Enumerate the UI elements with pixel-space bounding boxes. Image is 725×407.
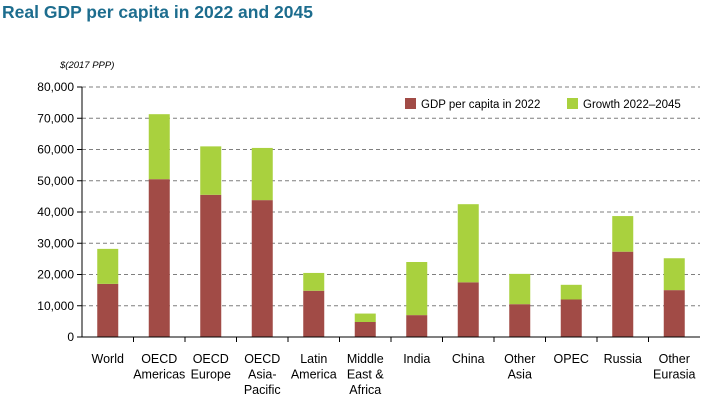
x-category-label: OPEC bbox=[554, 352, 589, 366]
x-category-label: India bbox=[403, 352, 430, 366]
x-category-label: Russia bbox=[604, 352, 642, 366]
y-tick-label: 50,000 bbox=[37, 174, 74, 188]
y-tick-label: 0 bbox=[67, 330, 74, 344]
y-tick-label: 40,000 bbox=[37, 205, 74, 219]
bar-growth-0 bbox=[97, 248, 119, 284]
x-category-label: China bbox=[452, 352, 485, 366]
bar-growth-4 bbox=[303, 272, 325, 291]
y-tick-label: 80,000 bbox=[37, 80, 74, 94]
legend-swatch-growth bbox=[567, 98, 578, 109]
axes: 0 10,000 20,000 30,000 40,000 50,000 60,000 70,… bbox=[37, 80, 700, 397]
y-tick-label: 10,000 bbox=[37, 299, 74, 313]
y-tick-label: 70,000 bbox=[37, 111, 74, 125]
bar-gdp-2022-4 bbox=[303, 290, 325, 337]
bar-growth-5 bbox=[354, 313, 376, 322]
bar-gdp-2022-6 bbox=[406, 315, 428, 337]
bar-gdp-2022-3 bbox=[251, 200, 273, 337]
y-tick-label: 20,000 bbox=[37, 268, 74, 282]
bar-growth-2 bbox=[200, 146, 222, 195]
legend-label-growth: Growth 2022–2045 bbox=[583, 99, 681, 111]
x-category-label: Middle East & Africa bbox=[347, 352, 384, 397]
x-category-label: Other Asia bbox=[504, 352, 535, 382]
bar-growth-7 bbox=[457, 204, 479, 283]
bar-gdp-2022-7 bbox=[457, 282, 479, 337]
bar-gdp-2022-11 bbox=[663, 290, 685, 337]
bar-gdp-2022-2 bbox=[200, 194, 222, 337]
y-tick-label: 30,000 bbox=[37, 236, 74, 250]
x-category-label: Latin America bbox=[291, 352, 337, 382]
bar-gdp-2022-5 bbox=[354, 322, 376, 337]
x-category-label: World bbox=[92, 352, 124, 366]
bar-gdp-2022-8 bbox=[509, 304, 531, 337]
bar-gdp-2022-10 bbox=[612, 251, 634, 337]
bar-growth-8 bbox=[509, 273, 531, 305]
x-category-label: OECD Europe bbox=[191, 352, 231, 382]
bar-growth-9 bbox=[560, 284, 582, 300]
page-title: Real GDP per capita in 2022 and 2045 bbox=[2, 2, 313, 22]
legend: GDP per capita in 2022 Growth 2022–2045 bbox=[405, 98, 681, 111]
bar-growth-3 bbox=[251, 147, 273, 201]
bar-growth-1 bbox=[148, 114, 170, 180]
x-category-label: OECD Americas bbox=[133, 352, 185, 382]
bars bbox=[97, 114, 685, 337]
bar-growth-11 bbox=[663, 258, 685, 291]
legend-swatch-gdp-2022 bbox=[405, 98, 416, 109]
grid-lines bbox=[82, 86, 700, 307]
y-tick-label: 60,000 bbox=[37, 143, 74, 157]
legend-label-gdp-2022: GDP per capita in 2022 bbox=[421, 99, 540, 111]
bar-gdp-2022-1 bbox=[148, 179, 170, 337]
bar-gdp-2022-0 bbox=[97, 283, 119, 337]
bar-growth-10 bbox=[612, 216, 634, 252]
bar-growth-6 bbox=[406, 262, 428, 316]
x-category-label: Other Eurasia bbox=[653, 352, 695, 382]
bar-gdp-2022-9 bbox=[560, 299, 582, 337]
y-unit-label: $(2017 PPP) bbox=[59, 60, 114, 71]
x-category-label: OECD Asia-Pacific bbox=[244, 352, 281, 397]
